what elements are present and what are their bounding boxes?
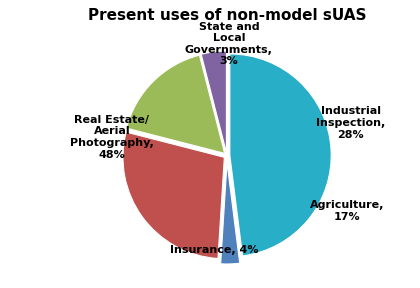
Wedge shape (123, 132, 224, 259)
Wedge shape (220, 163, 240, 264)
Text: State and
Local
Governments,
3%: State and Local Governments, 3% (185, 22, 273, 66)
Wedge shape (126, 55, 225, 154)
Wedge shape (201, 51, 226, 153)
Text: Industrial
Inspection,
28%: Industrial Inspection, 28% (316, 107, 385, 140)
Text: Insurance, 4%: Insurance, 4% (171, 245, 259, 255)
Wedge shape (230, 54, 331, 256)
Title: Present uses of non-model sUAS: Present uses of non-model sUAS (87, 8, 366, 23)
Text: Agriculture,
17%: Agriculture, 17% (310, 200, 384, 222)
Text: Real Estate/
Aerial
Photography,
48%: Real Estate/ Aerial Photography, 48% (70, 115, 154, 160)
